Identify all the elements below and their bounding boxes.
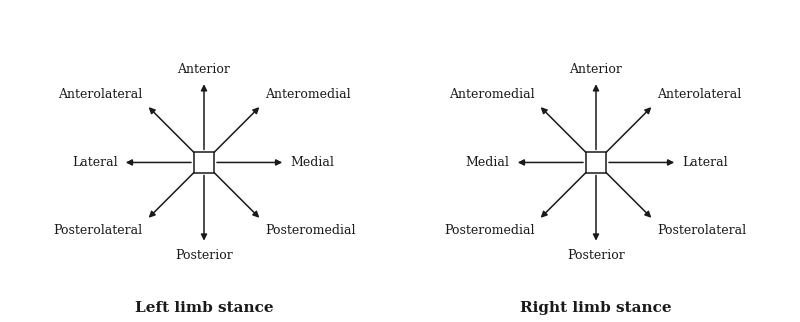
Text: Lateral: Lateral (72, 156, 118, 169)
Text: Anterolateral: Anterolateral (657, 88, 742, 101)
Text: Posterior: Posterior (175, 249, 233, 262)
Text: Posterolateral: Posterolateral (54, 223, 143, 237)
Text: Posterolateral: Posterolateral (657, 223, 746, 237)
Text: Left limb stance: Left limb stance (134, 301, 274, 315)
Bar (586, 152, 606, 173)
Text: Anteromedial: Anteromedial (450, 88, 535, 101)
Text: Right limb stance: Right limb stance (520, 301, 672, 315)
Text: Anterolateral: Anterolateral (58, 88, 143, 101)
Text: Posteromedial: Posteromedial (444, 223, 535, 237)
Bar (194, 152, 214, 173)
Text: Lateral: Lateral (682, 156, 728, 169)
Text: Anterior: Anterior (178, 63, 230, 76)
Text: Medial: Medial (466, 156, 510, 169)
Text: Anterior: Anterior (570, 63, 622, 76)
Text: Posterior: Posterior (567, 249, 625, 262)
Text: Anteromedial: Anteromedial (265, 88, 350, 101)
Text: Medial: Medial (290, 156, 334, 169)
Text: Posteromedial: Posteromedial (265, 223, 356, 237)
